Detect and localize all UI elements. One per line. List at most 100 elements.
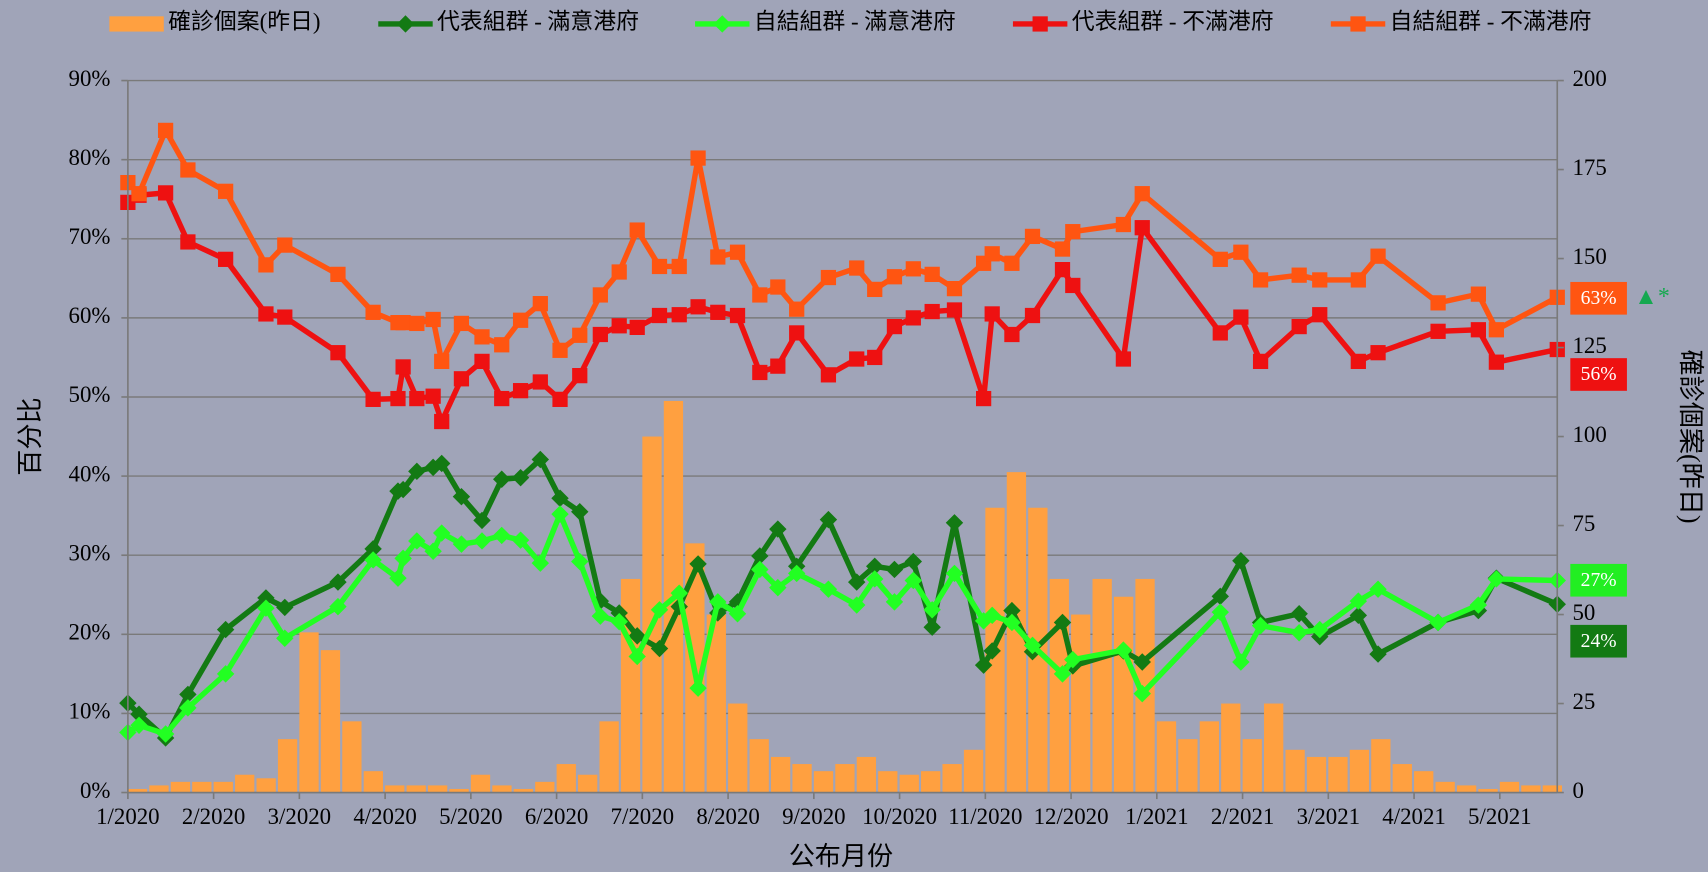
- marker: [1488, 322, 1505, 338]
- case-bar: [1328, 756, 1348, 793]
- marker: [974, 656, 993, 674]
- marker: [924, 266, 940, 282]
- marker: [1469, 596, 1488, 614]
- marker: [751, 547, 769, 565]
- marker: [984, 246, 1000, 262]
- marker: [1350, 353, 1366, 370]
- y-tick-label: 30%: [69, 540, 111, 565]
- case-bar: [1135, 578, 1155, 793]
- marker: [1470, 286, 1486, 302]
- bars: [127, 400, 1562, 793]
- marker: [434, 413, 450, 430]
- marker: [409, 315, 425, 332]
- case-bar: [728, 703, 748, 793]
- annotation: 63%: [1581, 288, 1617, 309]
- marker: [820, 269, 837, 286]
- marker: [689, 679, 707, 697]
- marker: [551, 505, 569, 523]
- case-bar: [1435, 781, 1455, 793]
- marker: [885, 560, 904, 579]
- marker: [1211, 587, 1229, 606]
- y-tick-label: 60%: [69, 303, 111, 328]
- marker: [628, 627, 646, 645]
- marker: [671, 258, 687, 275]
- case-bar: [556, 764, 576, 793]
- marker: [1024, 307, 1041, 324]
- marker: [130, 705, 148, 723]
- marker: [1470, 322, 1486, 338]
- marker: [752, 287, 768, 303]
- marker: [1004, 255, 1020, 271]
- annotation: 24%: [1581, 631, 1617, 652]
- case-bar: [1414, 771, 1434, 793]
- marker: [1134, 220, 1150, 236]
- y-tick-label: 20%: [69, 620, 111, 645]
- marker: [769, 520, 787, 538]
- marker: [425, 311, 441, 328]
- y-tick-label: 90%: [69, 66, 111, 91]
- marker: [408, 532, 426, 550]
- case-bar: [963, 749, 984, 793]
- marker: [709, 593, 727, 611]
- marker: [710, 304, 726, 320]
- marker: [651, 258, 668, 275]
- x-tick-label: 10/2020: [862, 804, 937, 829]
- marker: [671, 307, 687, 323]
- marker: [650, 639, 669, 658]
- marker: [473, 511, 491, 530]
- marker: [690, 299, 706, 315]
- y-tick-label: 80%: [69, 145, 111, 170]
- marker: [474, 329, 490, 345]
- marker: [394, 480, 412, 499]
- y-tick-label: 40%: [69, 461, 111, 486]
- marker: [1212, 325, 1228, 341]
- marker: [1350, 16, 1366, 32]
- annotation-box: [1570, 358, 1627, 391]
- x-tick-label: 5/2021: [1468, 804, 1532, 829]
- y2-tick-label: 200: [1573, 66, 1607, 91]
- annotations: 63% 56% 27% 24% ▲*: [1570, 281, 1670, 658]
- case-bar: [342, 721, 362, 793]
- legend-label: 代表組群 - 滿意港府: [437, 9, 639, 34]
- marker: [1311, 620, 1329, 639]
- marker: [592, 287, 608, 303]
- marker: [157, 185, 174, 201]
- case-bar: [1478, 788, 1498, 793]
- marker: [257, 599, 275, 617]
- marker: [131, 186, 147, 202]
- marker: [820, 367, 837, 383]
- marker: [532, 374, 548, 390]
- marker: [473, 532, 491, 550]
- marker: [976, 390, 992, 407]
- y2-tick-label: 175: [1573, 155, 1607, 180]
- marker: [905, 261, 921, 277]
- marker: [769, 578, 787, 597]
- x-axis-title: 公布月份: [789, 842, 893, 871]
- marker: [611, 318, 627, 334]
- marker: [364, 540, 382, 558]
- marker: [866, 557, 884, 575]
- x-tick-label: 5/2020: [439, 804, 502, 829]
- marker: [1032, 16, 1048, 32]
- marker: [1133, 653, 1151, 671]
- marker: [474, 353, 490, 370]
- y-tick-label: 10%: [69, 699, 111, 724]
- case-bar: [277, 739, 298, 793]
- marker: [650, 601, 669, 619]
- marker: [532, 296, 548, 312]
- marker: [690, 150, 706, 166]
- marker: [592, 326, 608, 343]
- marker: [945, 514, 964, 532]
- case-bar: [1306, 756, 1327, 793]
- marker: [629, 222, 645, 238]
- case-bar: [1178, 739, 1198, 793]
- marker: [1251, 616, 1270, 635]
- case-bar: [899, 774, 919, 793]
- case-bar: [449, 788, 469, 793]
- marker: [257, 589, 275, 607]
- case-bar: [706, 614, 726, 793]
- marker: [453, 315, 470, 332]
- marker: [216, 665, 235, 683]
- marker: [1065, 224, 1081, 240]
- marker: [651, 307, 668, 324]
